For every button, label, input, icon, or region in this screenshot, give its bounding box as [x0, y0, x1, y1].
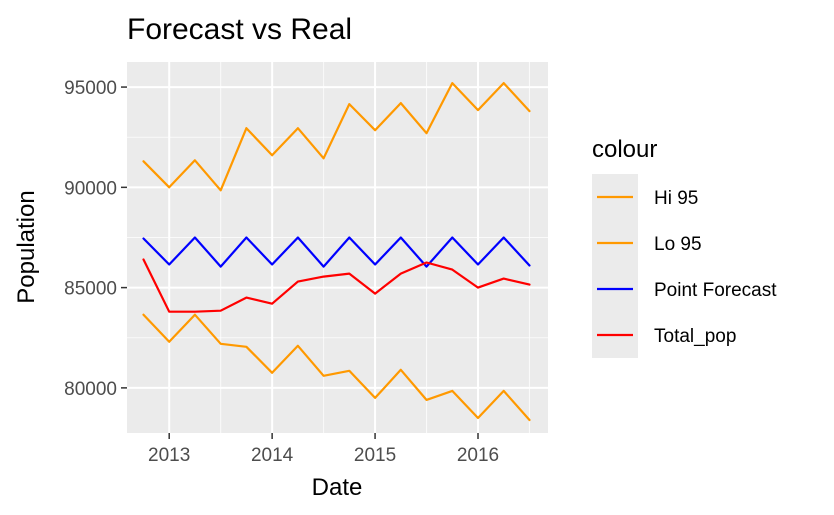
series-line-point-forecast — [142, 236, 531, 268]
y-tick-label: 95000 — [64, 78, 117, 99]
legend-label-total-pop: Total_pop — [654, 326, 736, 347]
legend: Hi 95 Lo 95 Point Forecast Total_pop — [592, 174, 777, 358]
y-axis-title: Population — [13, 190, 40, 303]
legend-label-point-forecast: Point Forecast — [654, 280, 777, 301]
x-tick-label: 2016 — [457, 445, 499, 466]
y-axis-ticks: 80000 85000 90000 95000 — [64, 78, 127, 400]
x-tick-label: 2015 — [354, 445, 396, 466]
y-tick-label: 90000 — [64, 178, 117, 199]
chart-title: Forecast vs Real — [127, 13, 352, 46]
series-lines — [142, 81, 531, 422]
legend-label-lo-95: Lo 95 — [654, 234, 702, 255]
x-tick-label: 2013 — [148, 445, 190, 466]
series-line-hi-95 — [142, 81, 531, 192]
series-line-lo-95 — [142, 313, 531, 422]
x-tick-label: 2014 — [251, 445, 294, 466]
legend-title: colour — [592, 136, 657, 163]
x-axis-title: Date — [312, 474, 363, 501]
legend-label-hi-95: Hi 95 — [654, 188, 698, 209]
y-tick-label: 80000 — [64, 379, 117, 400]
x-axis-ticks: 2013 2014 2015 2016 — [148, 433, 499, 466]
plot-panel — [127, 62, 548, 433]
y-tick-label: 85000 — [64, 279, 117, 300]
series-line-total-pop — [142, 258, 531, 313]
